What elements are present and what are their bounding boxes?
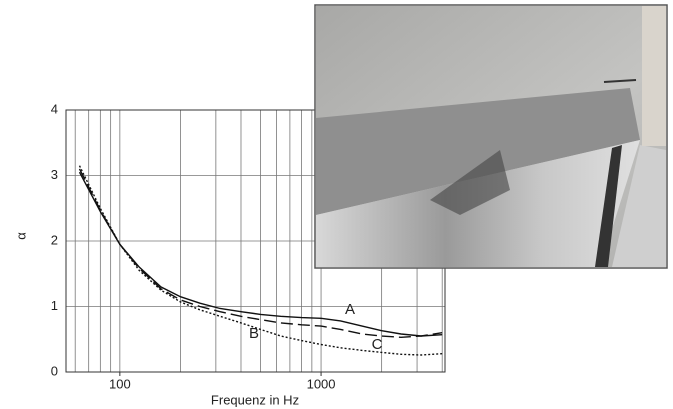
y-tick-label: 4 [51, 101, 58, 116]
y-tick-label: 0 [51, 363, 58, 378]
photo [314, 4, 668, 269]
y-axis-label: α [13, 232, 28, 240]
photo-floor [612, 145, 666, 267]
series-line [78, 171, 443, 337]
x-tick-label: 1000 [307, 376, 336, 391]
photo-post [595, 145, 622, 267]
series-label: A [345, 301, 355, 318]
x-tick-label: 100 [109, 376, 131, 391]
photo-panel-top [316, 88, 640, 215]
series-label: C [372, 336, 383, 353]
photo-stain [430, 150, 510, 215]
y-tick-label: 2 [51, 232, 58, 247]
y-tick-label: 3 [51, 167, 58, 182]
photo-mark [603, 79, 637, 83]
y-tick-label: 1 [51, 298, 58, 313]
series-label: B [249, 325, 259, 342]
x-axis-label: Frequenz in Hz [211, 392, 299, 407]
series-line [78, 165, 443, 356]
photo-brick [642, 6, 666, 146]
